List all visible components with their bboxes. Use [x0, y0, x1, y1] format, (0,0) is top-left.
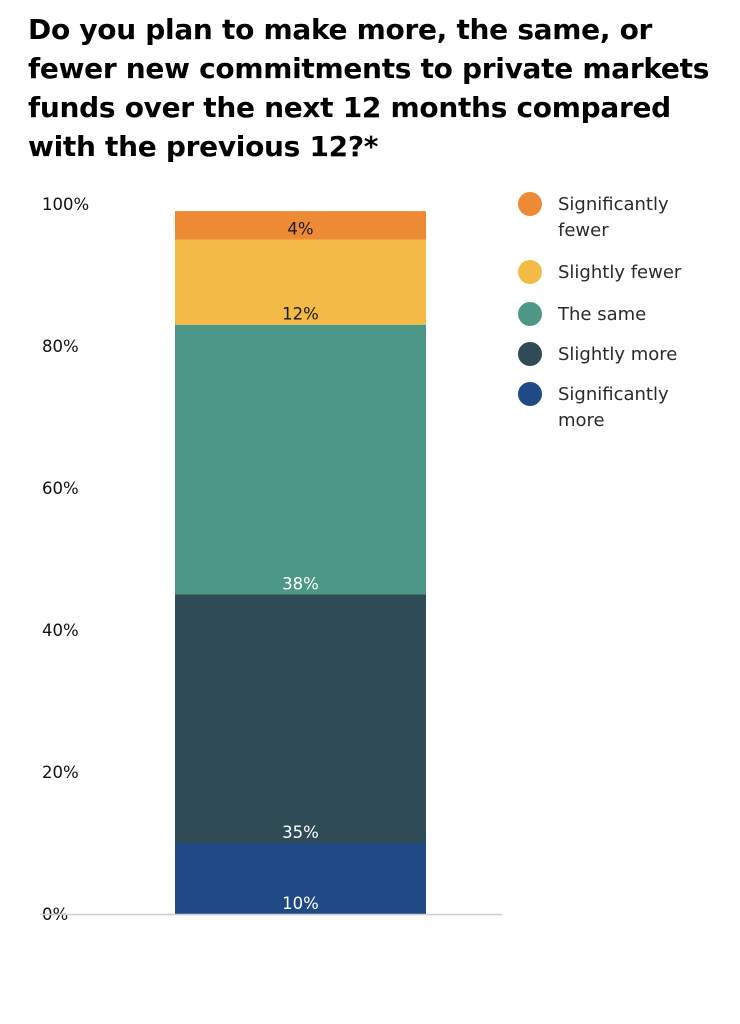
segment-value-label: 10%: [282, 894, 319, 913]
legend-item: The same: [518, 302, 728, 328]
bar-segments: [175, 211, 426, 914]
y-tick-label: 20%: [42, 763, 79, 782]
y-axis-tick-labels: 0%20%40%60%80%100%: [42, 195, 89, 924]
legend-swatch: [518, 342, 542, 366]
legend-label: Significantly more: [558, 384, 669, 431]
legend-item: Significantly fewer: [518, 192, 728, 244]
legend-item: Slightly more: [518, 342, 728, 368]
chart-title: Do you plan to make more, the same, or f…: [28, 13, 710, 163]
legend-swatch: [518, 192, 542, 216]
bar-segment: [175, 211, 426, 240]
y-tick-label: 40%: [42, 621, 79, 640]
y-tick-label: 100%: [42, 195, 89, 214]
legend-swatch: [518, 260, 542, 284]
y-tick-label: 60%: [42, 479, 79, 498]
bar-segment: [175, 594, 426, 843]
segment-value-label: 4%: [287, 220, 313, 239]
segment-value-label: 35%: [282, 823, 319, 842]
legend-label: Slightly more: [558, 344, 678, 365]
legend-swatch: [518, 382, 542, 406]
legend-label: Significantly fewer: [558, 194, 669, 241]
legend-label: Slightly fewer: [558, 262, 682, 283]
bar-segment: [175, 239, 426, 325]
bar-segment: [175, 324, 426, 595]
legend-label: The same: [558, 304, 647, 325]
segment-value-label: 12%: [282, 305, 319, 324]
y-tick-label: 80%: [42, 337, 79, 356]
legend-item: Significantly more: [518, 382, 728, 434]
data-labels: 10% 35% 38% 12% 4%: [282, 220, 319, 914]
legend-item: Slightly fewer: [518, 260, 728, 286]
legend-swatch: [518, 302, 542, 326]
segment-value-label: 38%: [282, 575, 319, 594]
bar-segment: [175, 843, 426, 914]
